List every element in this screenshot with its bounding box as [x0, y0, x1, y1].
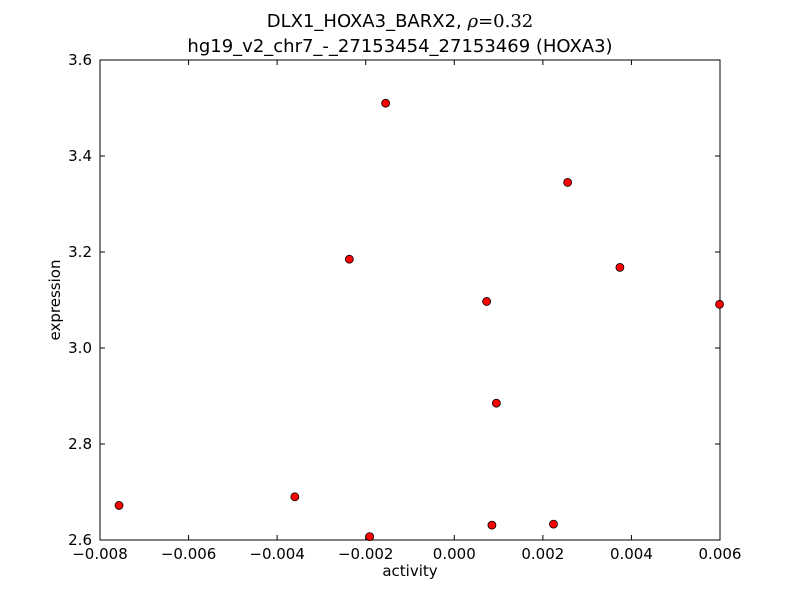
data-point — [482, 297, 492, 306]
x-tick-label: 0.002 — [521, 545, 564, 563]
x-tick-label: 0.000 — [433, 545, 476, 563]
chart-title-prefix: DLX1_HOXA3_BARX2, — [266, 11, 468, 32]
y-tick-label: 3.6 — [68, 51, 92, 69]
y-axis-label: expression — [46, 260, 64, 341]
data-point — [344, 254, 354, 264]
data-point — [563, 177, 573, 187]
y-tick-label: 2.6 — [68, 531, 92, 549]
data-point — [615, 262, 625, 272]
data-point — [487, 520, 497, 530]
plot-frame — [99, 59, 721, 541]
x-tick-label: −0.004 — [249, 545, 305, 563]
x-axis-label: activity — [382, 562, 437, 580]
y-tick-label: 3.2 — [68, 243, 92, 261]
chart-title-line1: DLX1_HOXA3_BARX2, ρ=0.32 — [0, 11, 800, 33]
x-tick-label: −0.006 — [161, 545, 217, 563]
chart-title-line2: hg19_v2_chr7_-_27153454_27153469 (HOXA3) — [187, 36, 613, 57]
data-point — [365, 532, 375, 542]
x-tick-label: −0.002 — [338, 545, 394, 563]
x-tick-label: 0.004 — [610, 545, 653, 563]
y-tick-label: 3.0 — [68, 339, 92, 357]
y-tick-label: 3.4 — [68, 147, 92, 165]
x-tick-label: −0.008 — [72, 545, 128, 563]
data-point — [381, 98, 391, 108]
data-point — [491, 398, 501, 408]
data-point — [549, 519, 558, 529]
y-tick-label: 2.8 — [68, 435, 92, 453]
data-point — [114, 501, 124, 510]
rho-symbol: ρ — [467, 11, 479, 32]
rho-value: =0.32 — [478, 11, 534, 32]
x-tick-label: 0.006 — [699, 545, 742, 563]
data-point — [290, 492, 300, 502]
data-point — [715, 299, 724, 309]
